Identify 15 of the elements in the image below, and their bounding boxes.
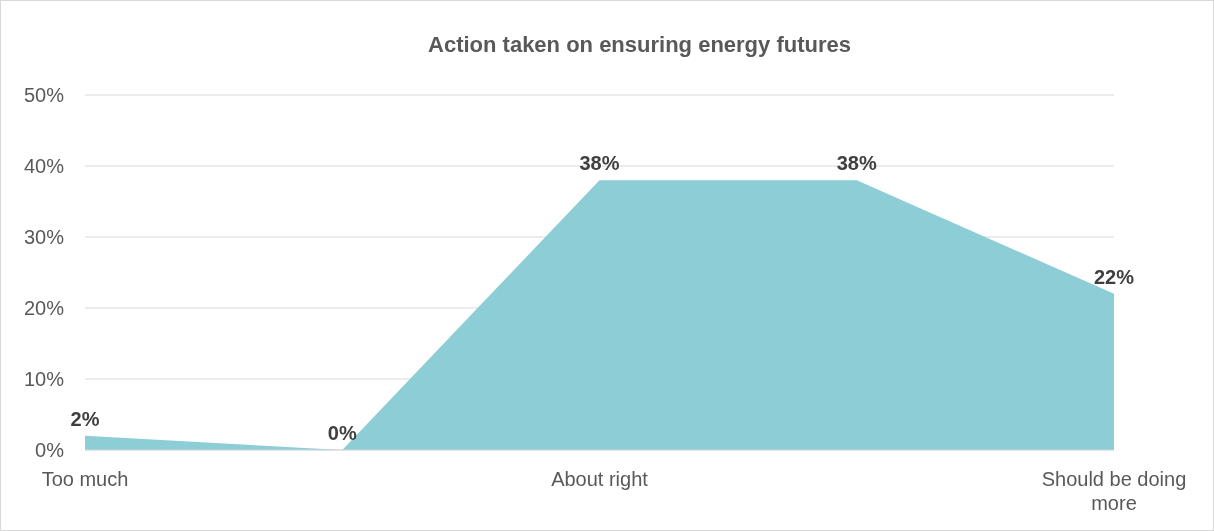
data-label: 0% [327, 422, 357, 444]
y-tick-label: 0% [35, 439, 65, 461]
x-tick-label: Should be doing more [1041, 468, 1187, 514]
data-label: 38% [579, 152, 620, 175]
chart-title: Action taken on ensuring energy futures [428, 32, 851, 57]
x-tick-label: About right [551, 468, 649, 490]
y-tick-label: 20% [23, 297, 65, 319]
y-tick-label: 40% [23, 155, 65, 177]
y-tick-label: 30% [23, 226, 65, 248]
y-tick-label: 10% [23, 368, 65, 390]
y-tick-label: 50% [23, 84, 65, 106]
data-label: 22% [1093, 265, 1135, 288]
x-tick-label: Too much [41, 468, 129, 490]
data-label: 2% [70, 407, 100, 430]
data-label: 38% [836, 152, 877, 175]
